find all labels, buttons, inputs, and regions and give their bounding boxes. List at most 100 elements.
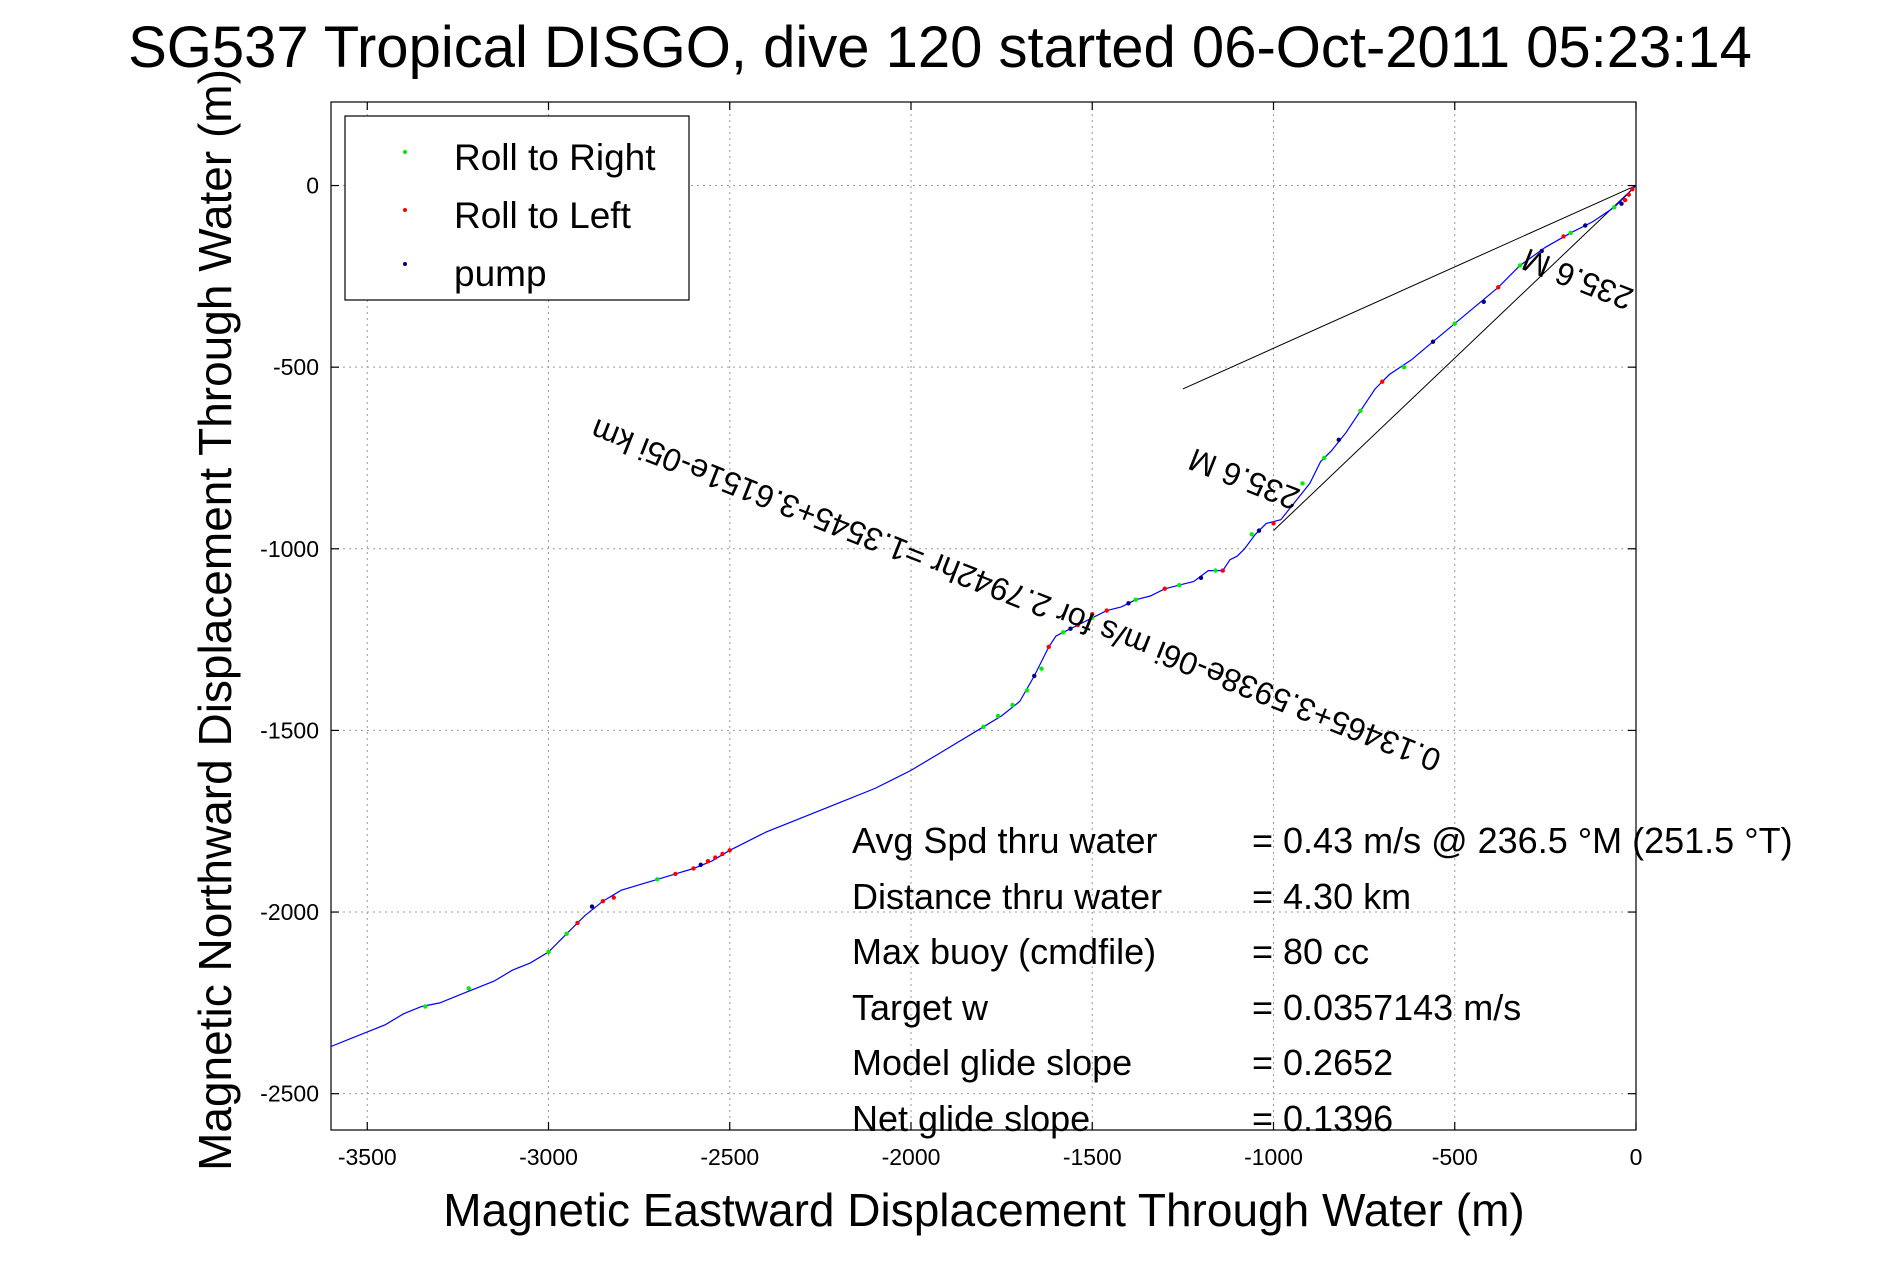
guide-lines bbox=[1182, 185, 1637, 531]
roll-right-point bbox=[466, 986, 471, 991]
roll-left-point bbox=[1075, 622, 1080, 628]
x-tick-label: -2000 bbox=[882, 1144, 941, 1170]
roll-left-point bbox=[1561, 234, 1566, 239]
roll-left-point bbox=[1271, 521, 1276, 526]
roll-right-point bbox=[655, 877, 660, 882]
stat-value-distance: = 4.30 km bbox=[1252, 876, 1411, 917]
roll-left-point bbox=[1046, 644, 1051, 650]
legend-label-pump: pump bbox=[454, 253, 547, 294]
x-tick-label: -3000 bbox=[519, 1144, 578, 1170]
guide-line bbox=[1273, 185, 1637, 531]
stat-label-avg-speed: Avg Spd thru water bbox=[852, 820, 1158, 861]
roll-right-point bbox=[1517, 263, 1523, 268]
plot-frame bbox=[330, 101, 1637, 1131]
roll-right-point bbox=[564, 931, 569, 937]
roll-right-point bbox=[1039, 666, 1044, 671]
pump-point bbox=[1481, 299, 1486, 304]
roll-left-point bbox=[600, 898, 606, 904]
roll-right-point bbox=[981, 724, 986, 729]
roll-right-point bbox=[1249, 532, 1254, 537]
roll-right-point bbox=[1213, 568, 1218, 573]
pump-point bbox=[698, 862, 703, 868]
ticks: -3500 -3000 -2500 -2000 -1500 -1000 -500 0 0 -500… bbox=[260, 102, 1642, 1170]
roll-left-point bbox=[727, 848, 732, 853]
legend-marker-roll-right bbox=[403, 150, 407, 154]
roll-left-point bbox=[611, 895, 616, 900]
pump-point bbox=[1430, 339, 1436, 344]
y-tick-label: -2500 bbox=[260, 1081, 319, 1107]
x-tick-label: -1000 bbox=[1244, 1144, 1303, 1170]
stat-value-target-w: = 0.0357143 m/s bbox=[1252, 987, 1521, 1028]
x-tick-label: -2500 bbox=[700, 1144, 759, 1170]
y-tick-label: -500 bbox=[273, 354, 319, 380]
roll-right-point bbox=[1452, 321, 1457, 326]
roll-left-point bbox=[575, 920, 580, 926]
pump-point bbox=[1126, 601, 1131, 606]
legend-label-roll-left: Roll to Left bbox=[454, 195, 632, 236]
pump-point bbox=[1583, 223, 1588, 228]
stat-value-model-glide: = 0.2652 bbox=[1252, 1042, 1393, 1083]
guide-line bbox=[1182, 185, 1637, 390]
pump-point bbox=[1032, 673, 1037, 679]
pump-point bbox=[1336, 437, 1341, 443]
legend: Roll to Right Roll to Left pump bbox=[344, 115, 690, 301]
legend-marker-pump bbox=[403, 262, 407, 266]
roll-right-point bbox=[1358, 408, 1363, 413]
roll-left-point bbox=[1220, 568, 1225, 573]
y-tick-label: -1500 bbox=[260, 717, 319, 743]
stat-label-net-glide: Net glide slope bbox=[852, 1098, 1090, 1139]
y-tick-label: -1000 bbox=[260, 536, 319, 562]
roll-right-point bbox=[1568, 230, 1573, 235]
roll-right-point bbox=[1401, 364, 1407, 370]
x-tick-label: 0 bbox=[1630, 1144, 1643, 1170]
roll-right-point bbox=[1177, 582, 1182, 588]
roll-right-point bbox=[1090, 615, 1095, 621]
pump-point bbox=[1256, 528, 1262, 533]
roll-left-point bbox=[673, 871, 678, 877]
roll-right-point bbox=[1300, 481, 1305, 486]
x-axis-label: Magnetic Eastward Displacement Through W… bbox=[443, 1184, 1524, 1236]
x-tick-label: -3500 bbox=[338, 1144, 397, 1170]
stat-label-model-glide: Model glide slope bbox=[852, 1042, 1132, 1083]
x-tick-label: -500 bbox=[1432, 1144, 1478, 1170]
roll-left-point bbox=[1380, 379, 1385, 384]
pump-point bbox=[1539, 248, 1544, 254]
roll-right-point bbox=[1061, 630, 1066, 635]
y-tick-label: -2000 bbox=[260, 899, 319, 925]
roll-left-point bbox=[1104, 608, 1109, 613]
roll-right-point bbox=[1133, 597, 1138, 602]
roll-left-point bbox=[1630, 186, 1635, 192]
y-axis-label: Magnetic Northward Displacement Through … bbox=[189, 69, 241, 1171]
legend-marker-roll-left bbox=[403, 208, 407, 212]
roll-right-point bbox=[1010, 702, 1015, 708]
legend-label-roll-right: Roll to Right bbox=[454, 137, 656, 178]
x-tick-label: -1500 bbox=[1063, 1144, 1122, 1170]
roll-left-point bbox=[1626, 192, 1631, 197]
stat-value-avg-speed: = 0.43 m/s @ 236.5 °M (251.5 °T) bbox=[1252, 820, 1793, 861]
roll-left-point bbox=[713, 855, 718, 860]
roll-left-point bbox=[691, 866, 696, 871]
stat-label-max-buoy: Max buoy (cmdfile) bbox=[852, 931, 1156, 972]
stats-block: Avg Spd thru water = 0.43 m/s @ 236.5 °M… bbox=[852, 820, 1793, 1139]
roll-right-point bbox=[1024, 688, 1030, 693]
legend-box bbox=[344, 115, 690, 301]
pump-point bbox=[589, 904, 595, 909]
stat-label-target-w: Target w bbox=[852, 987, 989, 1028]
roll-right-point bbox=[1322, 455, 1327, 461]
roll-left-point bbox=[1162, 586, 1167, 591]
roll-left-point bbox=[1622, 197, 1628, 203]
roll-left-point bbox=[1090, 611, 1095, 617]
roll-right-point bbox=[1612, 205, 1617, 210]
roll-right-point bbox=[423, 1004, 428, 1009]
stat-value-max-buoy: = 80 cc bbox=[1252, 931, 1369, 972]
chart-title: SG537 Tropical DISGO, dive 120 started 0… bbox=[128, 15, 1752, 80]
y-tick-label: 0 bbox=[306, 173, 319, 199]
stat-value-net-glide: = 0.1396 bbox=[1252, 1098, 1393, 1139]
roll-right-point bbox=[995, 713, 1001, 719]
pump-point bbox=[1068, 626, 1073, 631]
pump-point bbox=[1619, 201, 1624, 206]
stat-label-distance: Distance thru water bbox=[852, 876, 1162, 917]
roll-left-point bbox=[720, 851, 725, 857]
